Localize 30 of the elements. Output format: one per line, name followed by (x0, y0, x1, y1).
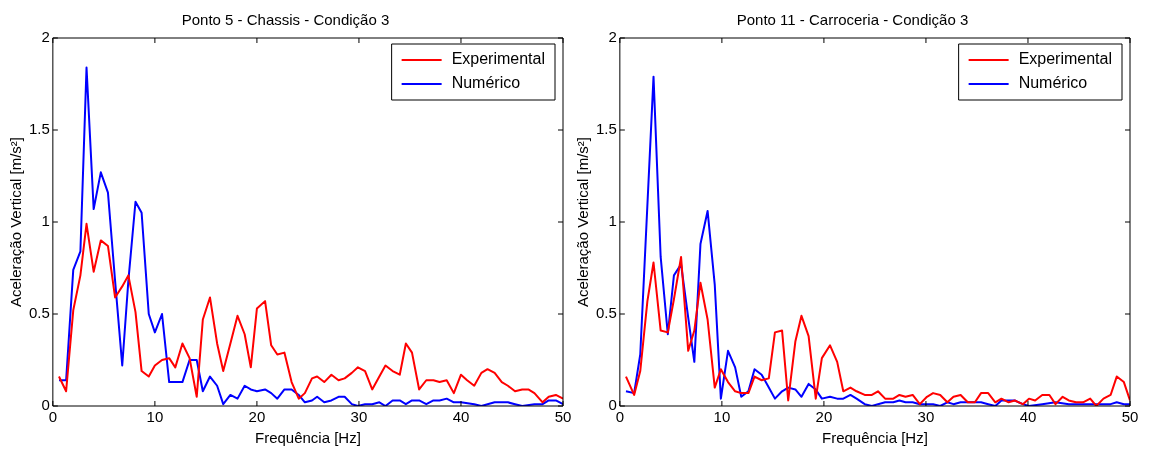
y-tick-label: 1 (41, 212, 50, 230)
legend-label: Experimental (1018, 50, 1112, 68)
chart-title: Ponto 11 - Carroceria - Condição 3 (736, 11, 969, 29)
x-tick-label: 30 (917, 408, 935, 426)
x-tick-label: 40 (1019, 408, 1037, 426)
x-axis-title: Frequência [Hz] (254, 429, 361, 447)
y-tick-label: 0.5 (595, 304, 617, 322)
x-tick-label: 10 (713, 408, 731, 426)
legend-label: Numérico (451, 74, 521, 92)
y-tick-label: 2 (608, 28, 617, 46)
y-tick-label: 0 (608, 396, 617, 414)
x-tick-label: 10 (146, 408, 164, 426)
y-tick-label: 0 (41, 396, 50, 414)
y-axis-title: Aceleração Vertical [m/s²] (7, 136, 25, 308)
legend-label: Numérico (1018, 74, 1088, 92)
x-tick-label: 40 (452, 408, 470, 426)
y-tick-label: 1.5 (28, 120, 50, 138)
legend-label: Experimental (451, 50, 545, 68)
x-tick-label: 20 (815, 408, 833, 426)
y-axis-title: Aceleração Vertical [m/s²] (574, 136, 592, 308)
x-axis-title: Frequência [Hz] (821, 429, 928, 447)
x-tick-label: 50 (1121, 408, 1139, 426)
y-tick-label: 2 (41, 28, 50, 46)
x-tick-label: 50 (554, 408, 572, 426)
x-tick-label: 30 (350, 408, 368, 426)
y-tick-label: 1 (608, 212, 617, 230)
chart-title: Ponto 5 - Chassis - Condição 3 (181, 11, 390, 29)
y-tick-label: 0.5 (28, 304, 50, 322)
x-tick-label: 20 (248, 408, 266, 426)
y-tick-label: 1.5 (595, 120, 617, 138)
